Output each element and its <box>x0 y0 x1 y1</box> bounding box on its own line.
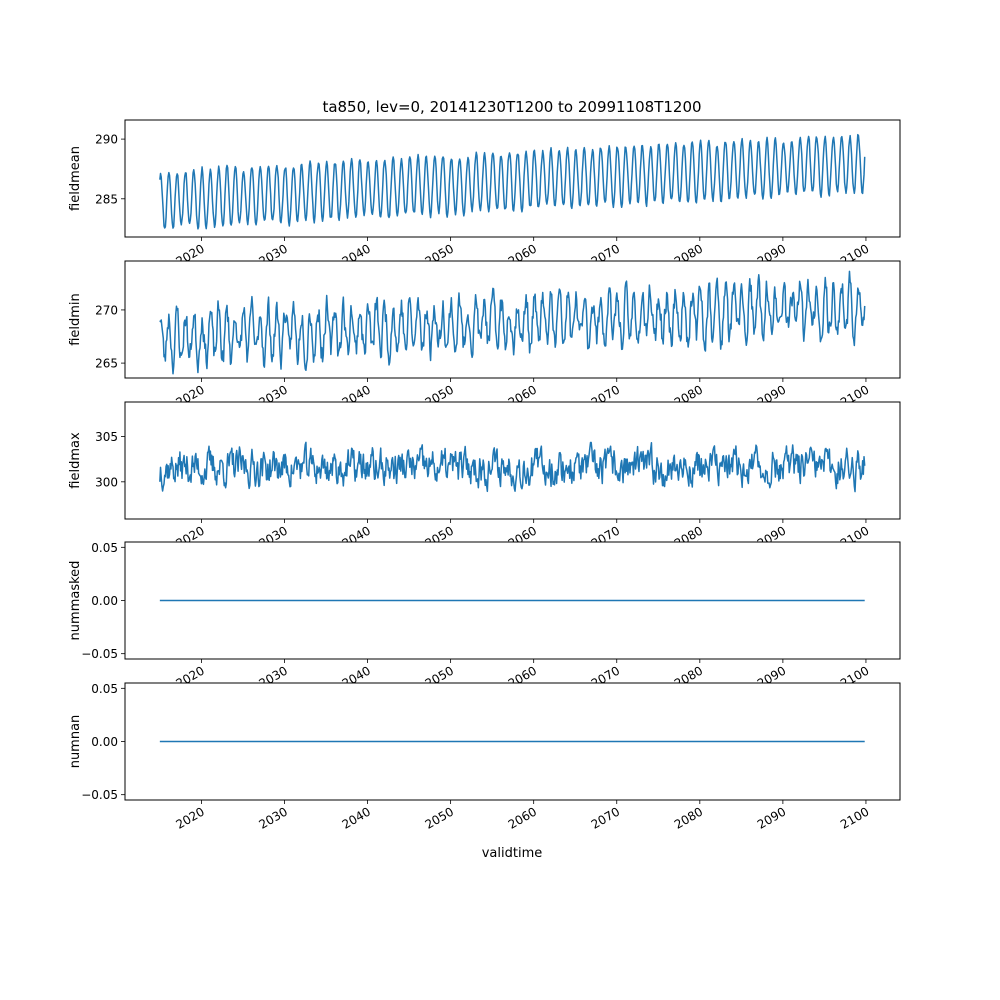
x-axis-label: validtime <box>482 846 543 861</box>
y-tick-label: 265 <box>95 357 118 371</box>
y-axis-label: numnan <box>68 715 83 769</box>
y-tick-label: 305 <box>95 430 118 444</box>
x-tick-label: 2080 <box>672 804 705 831</box>
x-tick-label: 2060 <box>506 804 539 831</box>
chart-title: ta850, lev=0, 20141230T1200 to 20991108T… <box>322 98 701 116</box>
y-axis-label: fieldmin <box>68 293 83 346</box>
plot-frame <box>124 260 901 379</box>
series-line-fieldmean <box>159 133 866 230</box>
series-line-fieldmin <box>159 270 866 375</box>
y-axis-label: fieldmean <box>68 146 83 211</box>
subplot-numnan: −0.05 0.00 0.05 2020 2030 2040 2050 2060 2070 208… <box>68 682 901 832</box>
y-tick-label: 300 <box>95 475 118 489</box>
y-tick-label: 0.05 <box>91 541 118 555</box>
y-tick-label: 270 <box>95 303 118 317</box>
x-tick-label: 2030 <box>257 804 290 831</box>
x-tick-label: 2090 <box>755 804 788 831</box>
y-tick-label: 290 <box>95 133 118 147</box>
plot-frame <box>124 401 901 520</box>
y-tick-label: 0.05 <box>91 682 118 696</box>
x-tick-label: 2100 <box>838 804 871 831</box>
x-tick-label: 2050 <box>423 804 456 831</box>
subplots: 285 290 2020 2030 2040 2050 2060 2070 2080 2090 21… <box>68 119 901 832</box>
y-tick-label: 0.00 <box>91 594 118 608</box>
y-tick-label: 0.00 <box>91 735 118 749</box>
panel-background <box>125 261 900 378</box>
y-tick-label: −0.05 <box>81 647 118 661</box>
x-tick-label: 2070 <box>589 804 622 831</box>
y-axis-label: nummasked <box>68 561 83 641</box>
x-tick-label: 2040 <box>340 804 373 831</box>
y-tick-label: 285 <box>95 192 118 206</box>
plot-frame <box>124 119 901 238</box>
y-tick-label: −0.05 <box>81 788 118 802</box>
x-tick-label: 2020 <box>173 804 206 831</box>
panel-background <box>125 402 900 519</box>
y-axis-label: fieldmax <box>68 432 83 489</box>
series-line-fieldmax <box>159 441 866 493</box>
